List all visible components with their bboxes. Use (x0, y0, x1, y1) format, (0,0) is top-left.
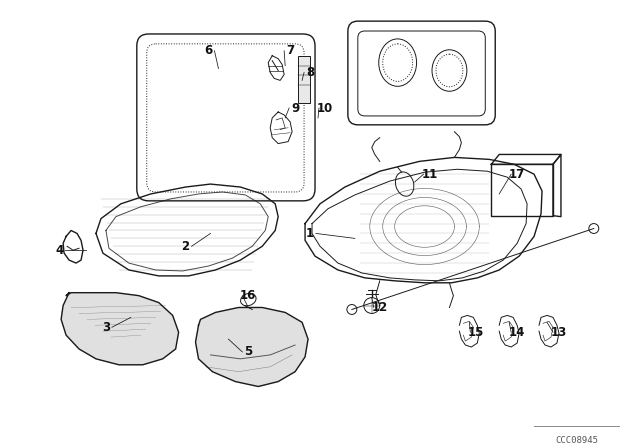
Polygon shape (196, 307, 308, 387)
Bar (298, 56, 310, 103)
Text: 17: 17 (509, 168, 525, 181)
Text: 15: 15 (468, 326, 484, 339)
Text: 14: 14 (509, 326, 525, 339)
Bar (492, 164, 553, 215)
Text: 8: 8 (306, 66, 314, 79)
Text: CCC08945: CCC08945 (556, 436, 598, 445)
Text: 6: 6 (204, 44, 212, 57)
Text: 12: 12 (372, 301, 388, 314)
Text: 1: 1 (306, 227, 314, 240)
Circle shape (364, 297, 380, 314)
Text: 16: 16 (240, 289, 257, 302)
Text: 2: 2 (182, 240, 189, 253)
Text: 4: 4 (55, 244, 63, 257)
Text: 10: 10 (317, 102, 333, 115)
Polygon shape (61, 293, 179, 365)
Text: 11: 11 (421, 168, 438, 181)
Text: 5: 5 (244, 345, 252, 358)
Text: 9: 9 (291, 102, 300, 115)
Text: 7: 7 (286, 44, 294, 57)
Text: 13: 13 (551, 326, 567, 339)
Text: 3: 3 (102, 321, 110, 334)
